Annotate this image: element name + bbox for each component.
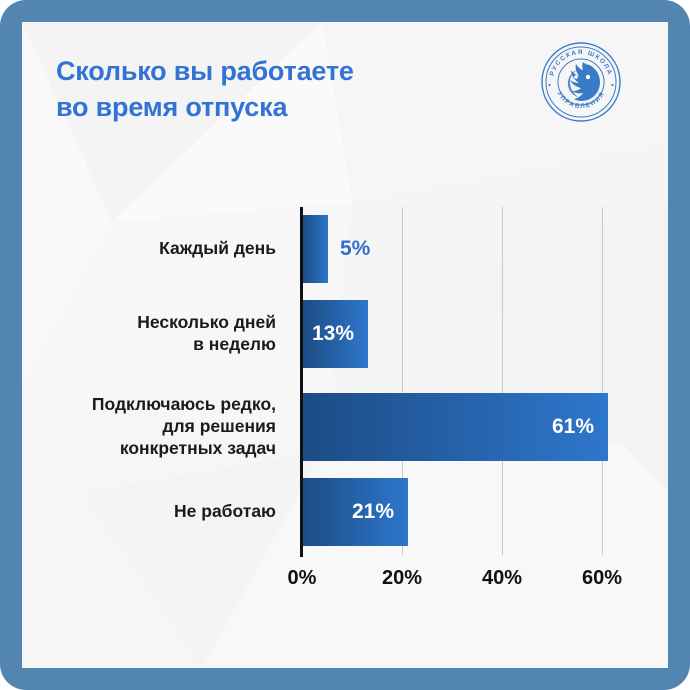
bar-neskolko-dney-v-nedelyu[interactable]: 13%: [303, 300, 368, 368]
gridline-40: [502, 207, 503, 555]
x-tick-label-40: 40%: [481, 567, 523, 589]
bar-podklyuchayus-redko[interactable]: 61%: [303, 393, 608, 461]
bar-row: Не работаю 21%: [22, 478, 668, 546]
infographic-canvas: Сколько вы работаете во время отпуска РУ…: [22, 22, 668, 668]
gridline-60: [602, 207, 603, 555]
category-label: Несколько дней в неделю: [137, 312, 276, 354]
x-tick-label-60: 60%: [581, 567, 623, 589]
bar-value-label: 5%: [340, 237, 371, 260]
x-tick-label-0: 0%: [287, 567, 317, 589]
category-label: Каждый день: [159, 238, 276, 259]
bar-value-label: 21%: [351, 500, 394, 523]
page-title: Сколько вы работаете во время отпуска: [56, 56, 354, 122]
bar-kazhdyy-den[interactable]: [303, 215, 328, 283]
category-label: Подключаюсь редко, для решения конкретны…: [91, 394, 276, 458]
gridline-20: [402, 207, 403, 555]
header: Сколько вы работаете во время отпуска РУ…: [22, 22, 668, 162]
bar-chart: Каждый день 5% Несколько дней в неделю 1…: [22, 22, 668, 668]
category-label: Не работаю: [174, 501, 276, 522]
bar-row: Подключаюсь редко, для решения конкретны…: [22, 393, 668, 461]
russian-school-of-management-logo: РУССКАЯ ШКОЛА УПРАВЛЕНИЯ: [540, 41, 622, 123]
x-tick-label-20: 20%: [381, 567, 423, 589]
y-axis-line: [300, 207, 303, 557]
bar-value-label: 13%: [311, 322, 354, 345]
bar-value-label: 61%: [551, 415, 594, 438]
bar-ne-rabotayu[interactable]: 21%: [303, 478, 408, 546]
bar-row: Каждый день 5%: [22, 215, 668, 283]
bar-row: Несколько дней в неделю 13%: [22, 300, 668, 368]
